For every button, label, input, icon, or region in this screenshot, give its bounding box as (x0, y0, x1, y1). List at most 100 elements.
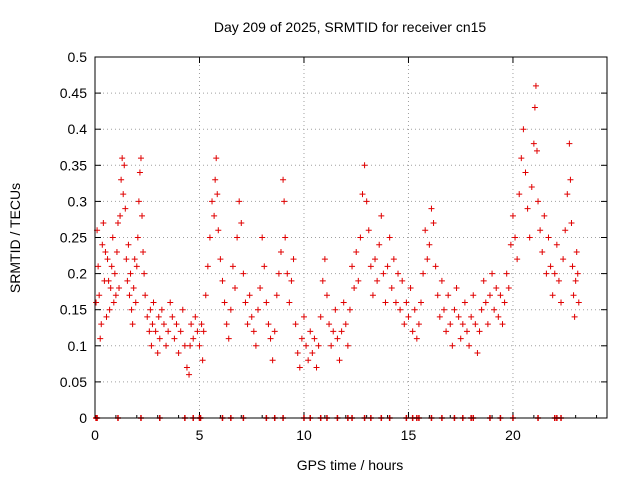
data-point (323, 292, 330, 299)
data-point (158, 306, 165, 313)
data-point (286, 299, 293, 306)
data-point (351, 285, 358, 292)
data-point (501, 299, 508, 306)
data-point (149, 321, 156, 328)
data-point (117, 212, 124, 219)
data-point (522, 169, 529, 176)
data-point (461, 299, 468, 306)
data-point (261, 263, 268, 270)
data-point (369, 292, 376, 299)
data-point (359, 191, 366, 198)
data-point (160, 321, 167, 328)
data-point (311, 335, 318, 342)
data-point (445, 292, 452, 299)
data-point (449, 342, 456, 349)
data-point (183, 364, 190, 371)
data-point (401, 321, 408, 328)
data-point (468, 313, 475, 320)
data-point (155, 313, 162, 320)
data-point (566, 140, 573, 147)
data-point (555, 277, 562, 284)
data-point (281, 198, 288, 205)
data-point (199, 357, 206, 364)
data-point (113, 248, 120, 255)
data-point (493, 285, 500, 292)
data-point (336, 357, 343, 364)
data-point (181, 342, 188, 349)
data-point (509, 212, 516, 219)
data-point (457, 335, 464, 342)
data-point (187, 342, 194, 349)
data-point (570, 292, 577, 299)
data-point (571, 313, 578, 320)
data-point (169, 313, 176, 320)
data-point (495, 313, 502, 320)
data-point (150, 299, 157, 306)
data-point (196, 342, 203, 349)
data-point (463, 328, 470, 335)
data-point (259, 234, 266, 241)
data-point (541, 212, 548, 219)
data-point (328, 342, 335, 349)
data-point (134, 234, 141, 241)
data-point (305, 357, 312, 364)
data-point (361, 162, 368, 169)
data-point (129, 321, 136, 328)
data-point (263, 299, 270, 306)
data-point (211, 212, 218, 219)
data-point (562, 227, 569, 234)
data-point (558, 299, 565, 306)
data-point (179, 306, 186, 313)
data-point (392, 299, 399, 306)
data-point (572, 277, 579, 284)
data-point (443, 328, 450, 335)
data-point (282, 234, 289, 241)
data-point (271, 328, 278, 335)
data-point (512, 234, 519, 241)
data-point (349, 263, 356, 270)
data-point (209, 198, 216, 205)
data-point (440, 306, 447, 313)
data-point (116, 285, 123, 292)
data-point (424, 256, 431, 263)
y-tick-label: 0.4 (68, 121, 88, 137)
data-point (104, 256, 111, 263)
data-point (313, 364, 320, 371)
data-point (507, 241, 514, 248)
data-point (248, 313, 255, 320)
data-point (112, 292, 119, 299)
data-point (338, 328, 345, 335)
data-point (478, 306, 485, 313)
data-point (123, 256, 130, 263)
data-point (288, 277, 295, 284)
data-point (547, 263, 554, 270)
data-point (564, 191, 571, 198)
data-point (167, 299, 174, 306)
data-point (575, 299, 582, 306)
data-point (353, 248, 360, 255)
data-point (171, 335, 178, 342)
data-point (252, 342, 259, 349)
y-tick-label: 0.2 (68, 266, 88, 282)
data-point (234, 234, 241, 241)
data-point (543, 270, 550, 277)
data-point (342, 321, 349, 328)
y-tick-label: 0.3 (68, 193, 88, 209)
data-point (403, 299, 410, 306)
data-point (321, 256, 328, 263)
data-point (213, 155, 220, 162)
data-point (142, 292, 149, 299)
data-point (357, 234, 364, 241)
data-point (378, 212, 385, 219)
data-point (486, 292, 493, 299)
y-tick-label: 0.15 (60, 302, 87, 318)
data-points (93, 82, 582, 378)
data-point (326, 321, 333, 328)
data-point (114, 220, 121, 227)
data-point (376, 241, 383, 248)
data-point (537, 227, 544, 234)
data-point (147, 306, 154, 313)
data-point (415, 321, 422, 328)
data-point (190, 335, 197, 342)
